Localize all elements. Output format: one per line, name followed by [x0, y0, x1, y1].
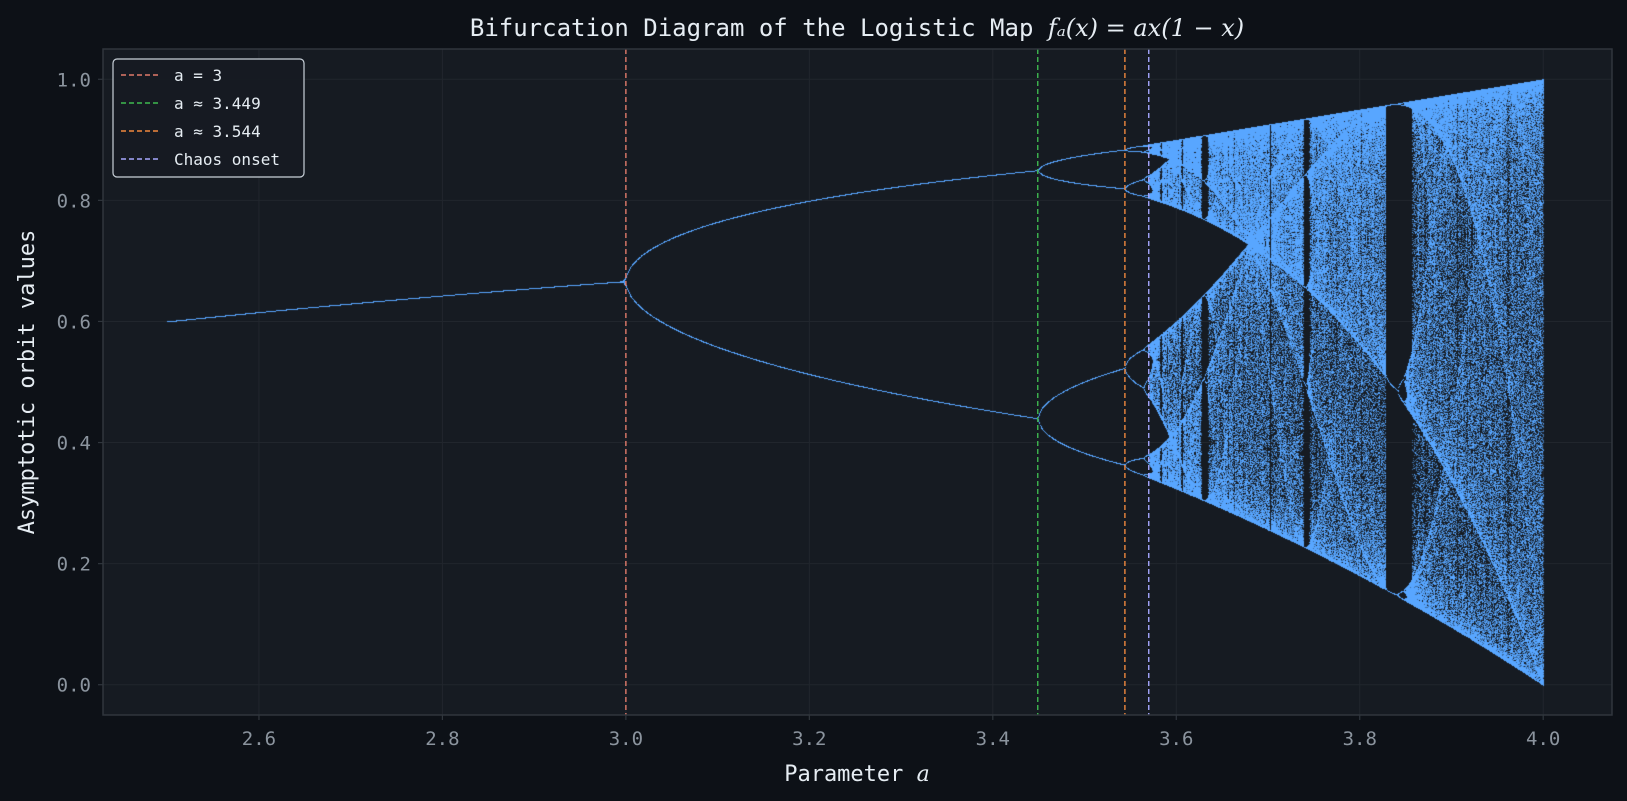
legend-label: a = 3 — [174, 66, 222, 85]
legend: a = 3 a ≈ 3.449 a ≈ 3.544 Chaos onset — [112, 58, 305, 178]
y-tick-label: 0.6 — [57, 311, 91, 333]
legend-entries: a = 3 a ≈ 3.449 a ≈ 3.544 Chaos onset — [121, 66, 280, 169]
x-axis-label-symbol: a — [917, 762, 930, 787]
bifurcation-markers — [625, 49, 1150, 715]
y-tick-label: 0.0 — [57, 675, 91, 697]
x-tick-label: 2.8 — [425, 728, 459, 750]
legend-label: a ≈ 3.544 — [174, 122, 261, 141]
x-tick-label: 3.2 — [792, 728, 826, 750]
plot-frame — [102, 48, 1613, 716]
y-tick-label: 0.8 — [57, 190, 91, 212]
x-axis-label: Parameter a — [784, 762, 930, 787]
chart-title-formula: fₐ(x) = ax(1 − x) — [1046, 14, 1244, 42]
x-tick-label: 3.8 — [1343, 728, 1377, 750]
y-tick-label: 0.2 — [57, 554, 91, 576]
orbit-points-layer — [103, 49, 1612, 715]
x-tick-label: 3.4 — [976, 728, 1010, 750]
y-axis-label: Asymptotic orbit values — [15, 230, 40, 535]
x-tick-label: 2.6 — [242, 728, 276, 750]
legend-label: Chaos onset — [174, 150, 280, 169]
y-tick-label: 0.4 — [57, 433, 91, 455]
legend-box — [112, 58, 305, 178]
y-tick-label: 1.0 — [57, 69, 91, 91]
chart-title-text: Bifurcation Diagram of the Logistic Map — [470, 14, 1048, 42]
x-tick-label: 4.0 — [1526, 728, 1560, 750]
x-ticks: 2.6 2.8 3.0 3.2 3.4 3.6 3.8 4.0 — [242, 715, 1560, 750]
x-tick-label: 3.6 — [1159, 728, 1193, 750]
y-ticks: 0.0 0.2 0.4 0.6 0.8 1.0 — [57, 69, 103, 697]
x-axis-label-text: Parameter — [784, 762, 916, 787]
x-tick-label: 3.0 — [609, 728, 643, 750]
legend-label: a ≈ 3.449 — [174, 94, 261, 113]
orbit-points — [103, 49, 1612, 715]
chart-title: Bifurcation Diagram of the Logistic Map … — [470, 14, 1244, 42]
